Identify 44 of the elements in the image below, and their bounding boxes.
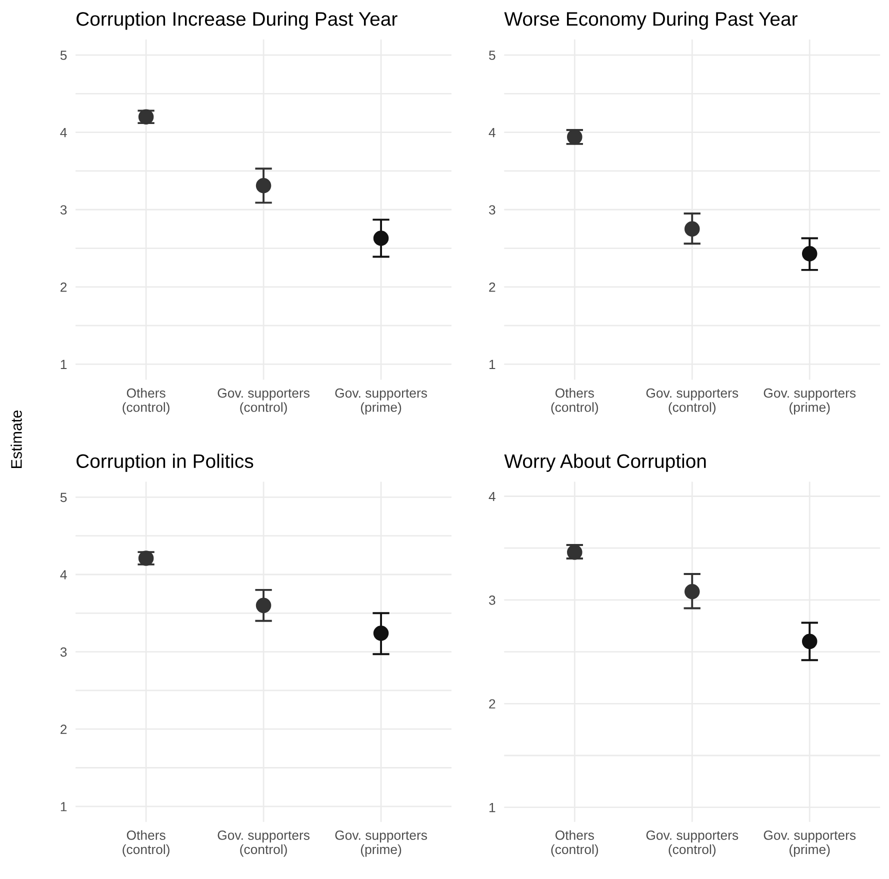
point xyxy=(373,230,389,246)
y-tick-label: 4 xyxy=(60,570,67,580)
y-tick-label: 1 xyxy=(60,360,67,370)
y-tick-label: 3 xyxy=(60,647,67,657)
x-tick-label: Gov. supporters (control) xyxy=(646,388,738,415)
y-axis-title: Estimate xyxy=(10,410,22,468)
x-tick-label: Others (control) xyxy=(551,388,598,415)
y-tick-label: 1 xyxy=(489,803,496,812)
chart-title: Corruption Increase During Past Year xyxy=(76,12,398,30)
chart-title: Worse Economy During Past Year xyxy=(504,12,798,30)
chart-title: Worry About Corruption xyxy=(504,454,706,472)
chart-title: Corruption in Politics xyxy=(76,454,254,472)
x-tick-label: Others (control) xyxy=(122,388,170,415)
x-tick-label: Gov. supporters (prime) xyxy=(335,388,428,415)
point xyxy=(684,221,700,237)
x-tick-label: Gov. supporters (control) xyxy=(646,830,738,857)
point xyxy=(802,634,818,650)
point xyxy=(256,598,272,614)
y-tick-label: 2 xyxy=(60,724,67,734)
x-tick-label: Others (control) xyxy=(551,830,598,857)
y-tick-label: 2 xyxy=(489,699,496,708)
y-tick-label: 4 xyxy=(488,492,496,502)
y-tick-label: 2 xyxy=(489,282,496,292)
y-tick-label: 4 xyxy=(60,128,67,138)
x-tick-label: Gov. supporters (prime) xyxy=(335,830,428,857)
y-tick-label: 5 xyxy=(489,50,496,60)
x-tick-label: Gov. supporters (control) xyxy=(218,830,310,857)
point xyxy=(373,626,389,641)
y-tick-label: 3 xyxy=(488,596,496,605)
x-tick-label: Others (control) xyxy=(122,830,170,857)
y-tick-label: 5 xyxy=(60,50,67,60)
y-tick-label: 1 xyxy=(60,802,67,812)
y-tick-label: 3 xyxy=(60,205,67,215)
y-tick-label: 2 xyxy=(60,282,67,292)
y-tick-label: 5 xyxy=(60,492,67,502)
point xyxy=(802,246,818,262)
x-tick-label: Gov. supporters (prime) xyxy=(764,388,856,415)
y-tick-label: 4 xyxy=(488,128,496,138)
x-tick-label: Gov. supporters (control) xyxy=(218,388,310,415)
x-tick-label: Gov. supporters (prime) xyxy=(764,830,856,857)
y-tick-label: 3 xyxy=(488,205,496,215)
y-tick-label: 1 xyxy=(489,360,496,370)
point xyxy=(256,178,272,194)
point xyxy=(684,584,700,600)
